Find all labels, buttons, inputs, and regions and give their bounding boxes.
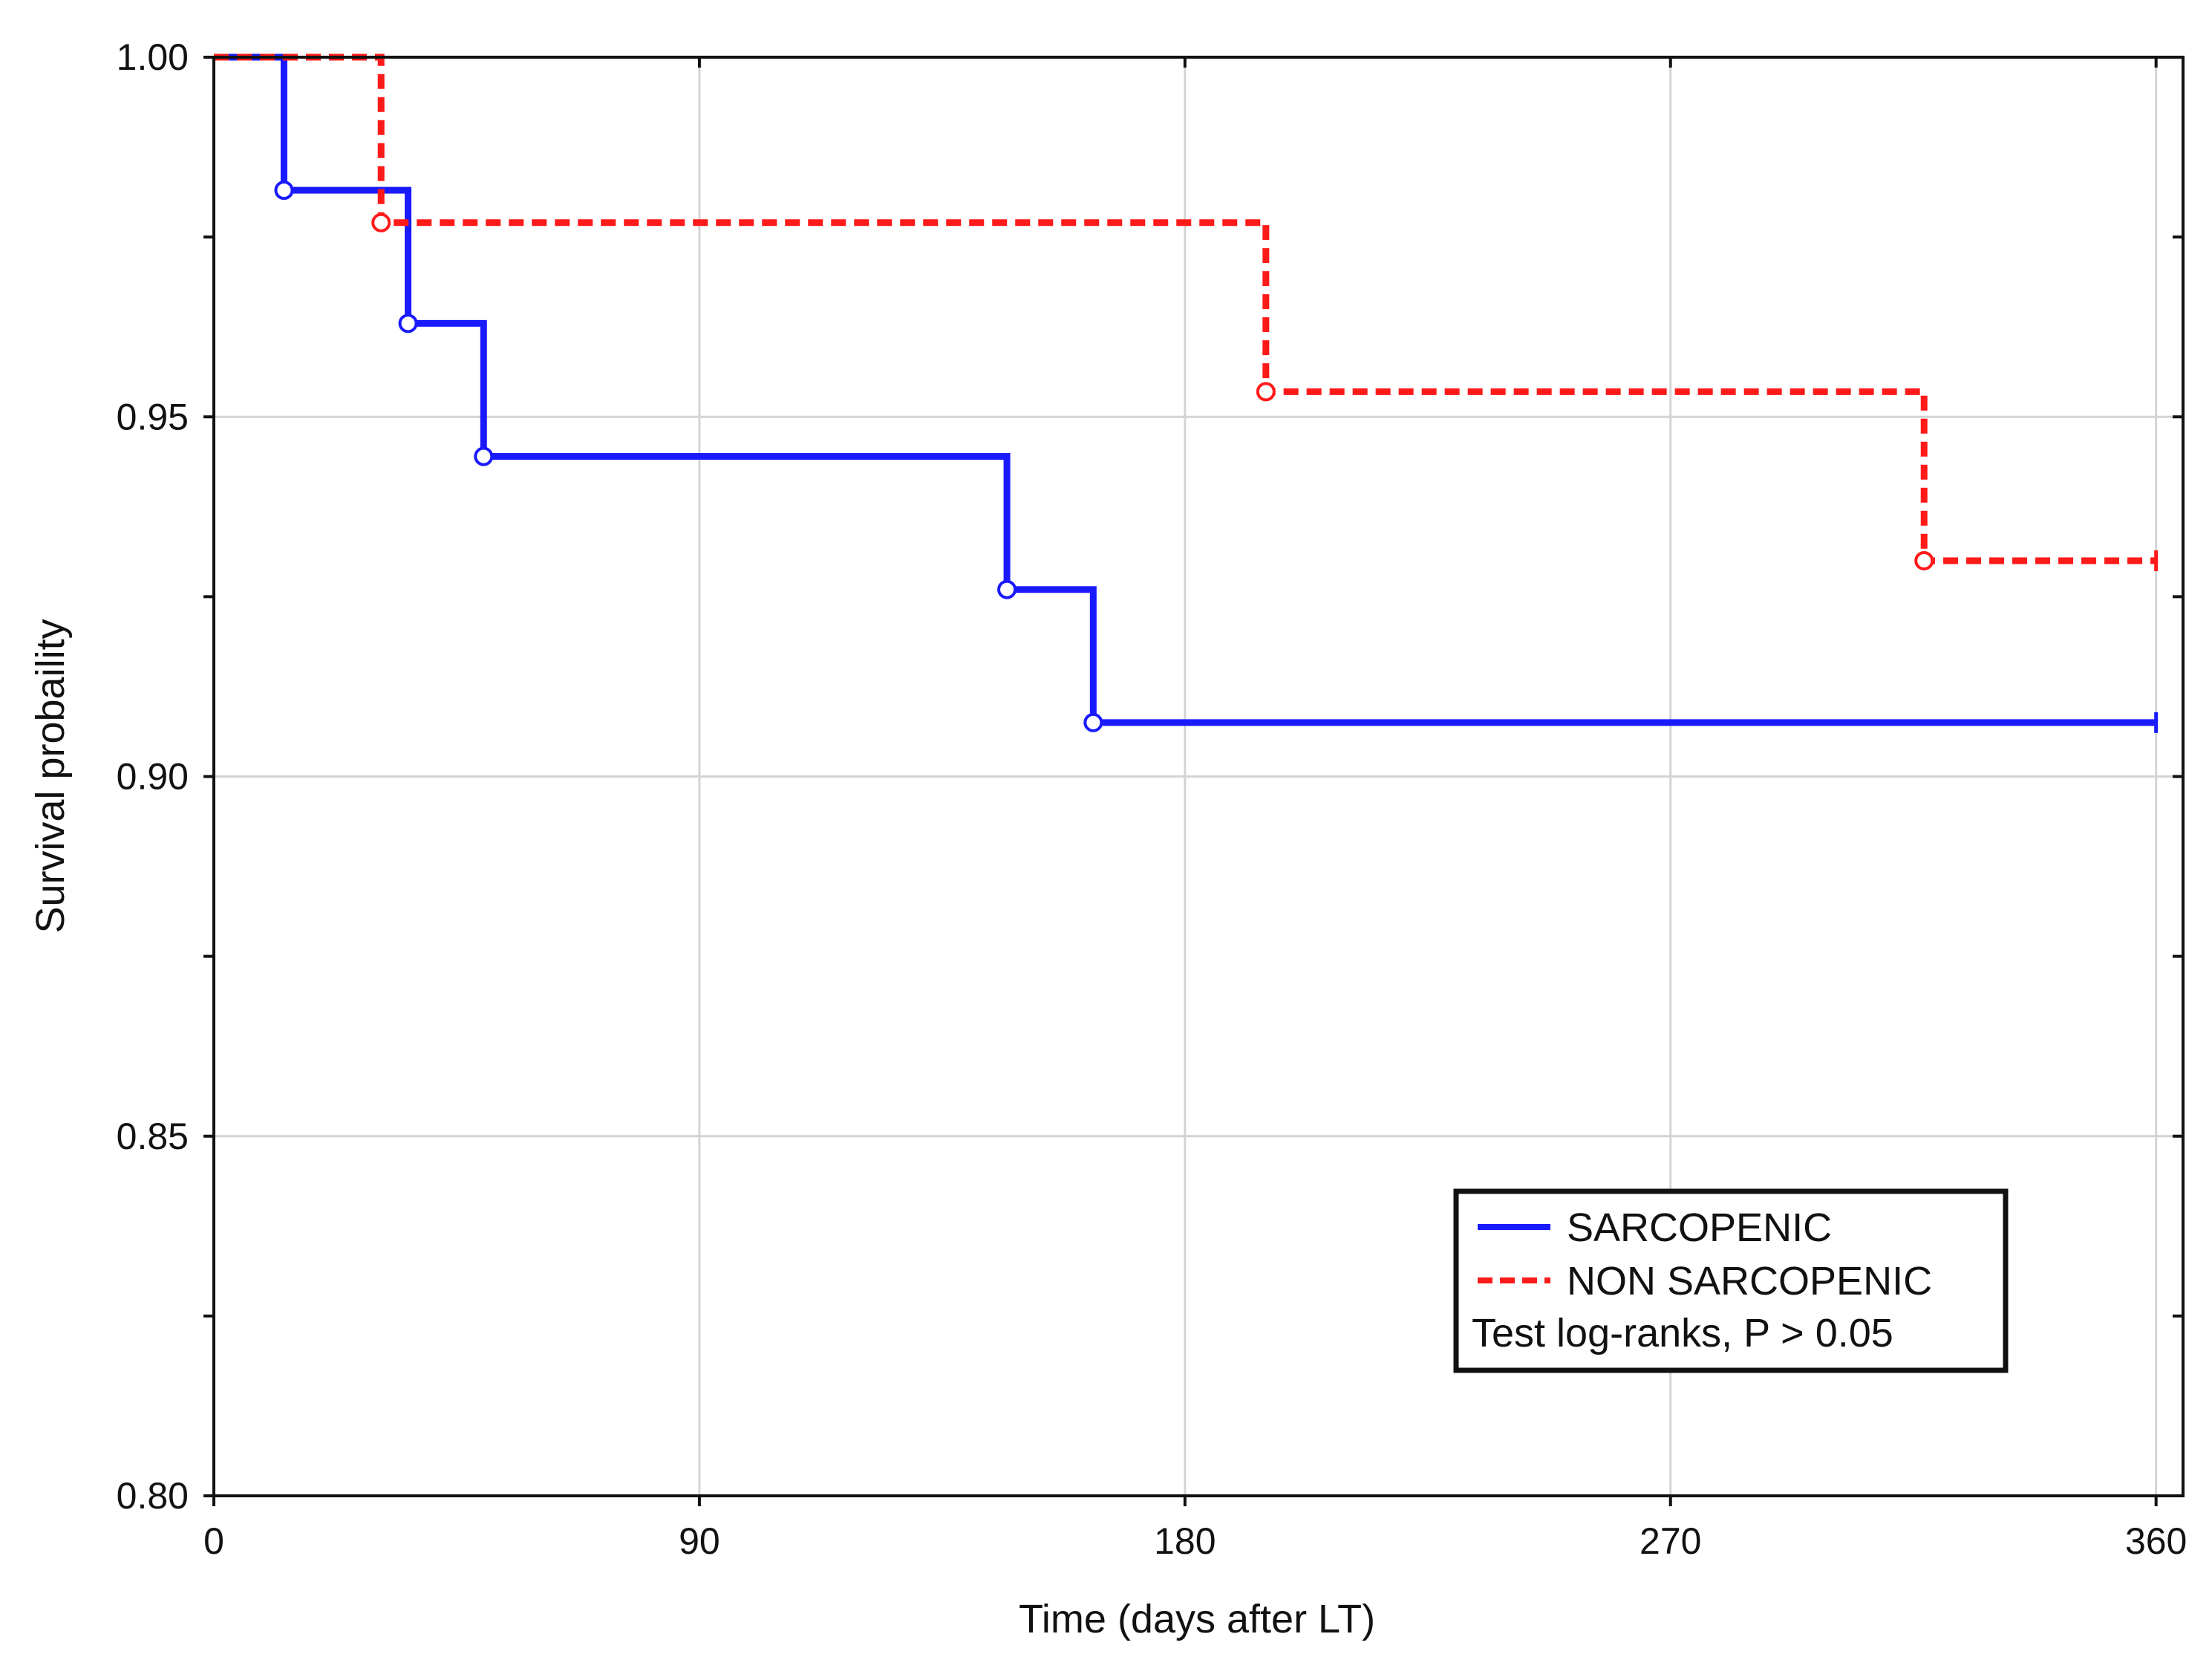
legend-label-non-sarcopenic: NON SARCOPENIC (1567, 1259, 1932, 1303)
x-tick-label: 360 (2125, 1520, 2187, 1562)
event-marker (474, 446, 494, 466)
tick-layer: 0 90 180 270 360 0.80 0.85 0.90 0.95 1.00 (117, 36, 2187, 1562)
survival-step-line (214, 53, 2156, 564)
legend-label-sarcopenic: SARCOPENIC (1567, 1205, 1832, 1250)
y-tick-label: 0.85 (117, 1116, 189, 1157)
event-marker (1256, 382, 1276, 402)
series-sarcopenic (214, 53, 2159, 733)
event-marker (1083, 712, 1103, 732)
x-tick-label: 180 (1154, 1520, 1216, 1562)
event-marker (371, 212, 391, 232)
event-marker (398, 313, 418, 333)
y-axis-title: Survival probaility (28, 619, 73, 933)
y-tick-label: 0.80 (117, 1475, 189, 1517)
event-marker (997, 579, 1017, 599)
x-tick-label: 0 (203, 1520, 224, 1562)
series-non-sarcopenic (214, 53, 2159, 571)
event-marker (1914, 550, 1934, 570)
x-tick-label: 270 (1640, 1520, 1701, 1562)
legend: SARCOPENIC NON SARCOPENIC Test log-ranks… (1453, 1188, 2009, 1373)
legend-annotation: Test log-ranks, P > 0.05 (1472, 1311, 1893, 1355)
event-marker (274, 180, 294, 201)
series-layer (214, 53, 2159, 733)
y-tick-label: 1.00 (117, 36, 189, 78)
grid-lines (214, 57, 2183, 1496)
survival-step-line (214, 53, 2156, 726)
x-axis-title: Time (days after LT) (1019, 1597, 1375, 1641)
y-tick-label: 0.90 (117, 756, 189, 798)
y-tick-label: 0.95 (117, 396, 189, 437)
x-tick-label: 90 (679, 1520, 720, 1562)
